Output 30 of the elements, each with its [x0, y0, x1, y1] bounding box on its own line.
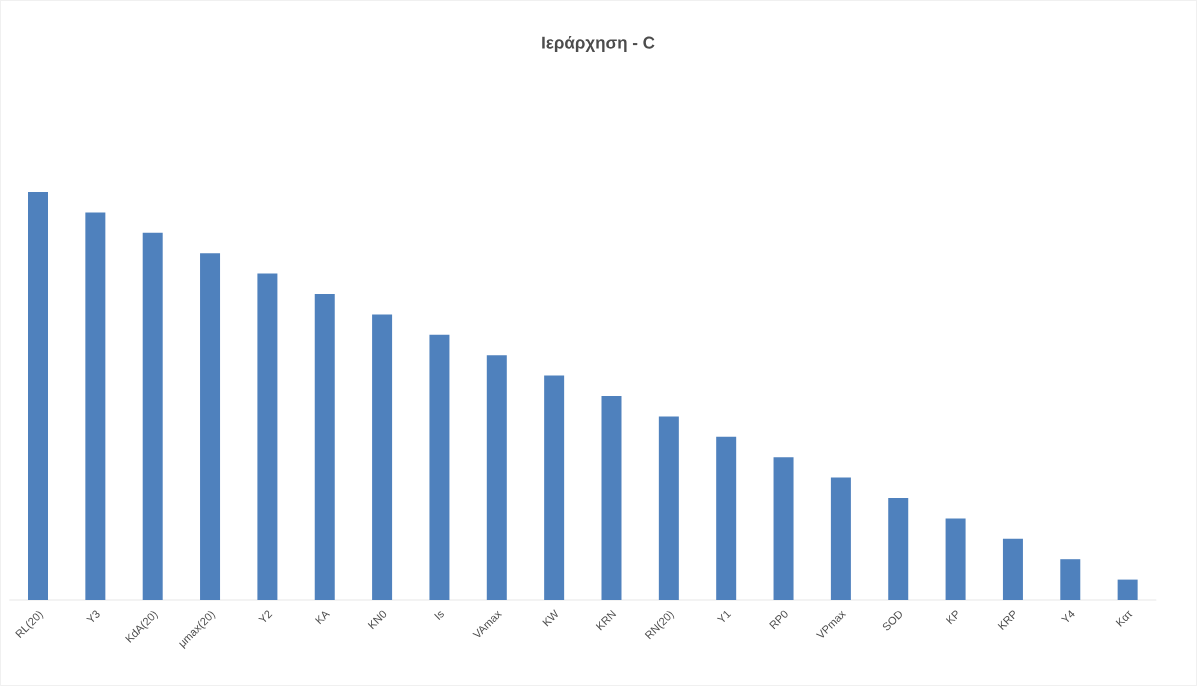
x-tick-label: Is: [434, 611, 444, 620]
x-tick-label: KA: [315, 611, 331, 625]
bar: [200, 253, 221, 600]
bar: [716, 436, 737, 600]
bar: [888, 498, 909, 600]
bar: [1002, 538, 1023, 600]
bar: [544, 375, 565, 600]
bar: [28, 192, 48, 600]
bar: [486, 355, 507, 600]
bar: [85, 212, 106, 600]
bar: [372, 314, 393, 600]
bar: [1060, 559, 1081, 600]
bar: [945, 518, 966, 600]
bar: [601, 396, 622, 600]
bar: [142, 232, 163, 600]
x-tick-label: Y2: [258, 610, 273, 622]
bar: [429, 334, 450, 600]
x-tick-label: KW: [542, 609, 558, 627]
x-tick-label: Y1: [716, 610, 732, 622]
x-tick-label: Κατ: [1115, 610, 1133, 627]
bar: [658, 416, 679, 600]
bar: [257, 273, 278, 600]
chart-title: Ιεράρχηση - C: [542, 35, 655, 53]
bar: [1117, 579, 1138, 600]
x-tick-label: KP: [945, 610, 958, 625]
bar: [773, 457, 794, 600]
x-tick-label: Y3: [86, 610, 100, 622]
x-tick-label: Y4: [1060, 610, 1075, 622]
bar: [830, 477, 851, 600]
bar: [314, 294, 335, 600]
